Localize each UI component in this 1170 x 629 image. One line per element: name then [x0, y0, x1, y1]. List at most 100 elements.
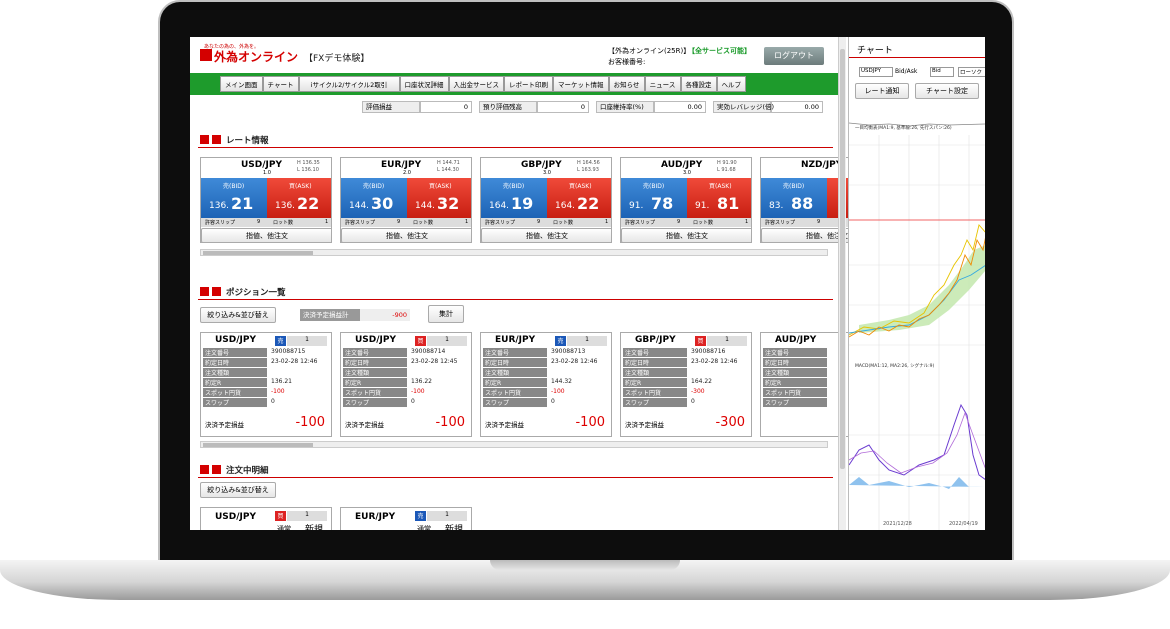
bid-box[interactable]: 売(BID) 91. 78	[621, 178, 687, 218]
qty: 1	[427, 511, 467, 521]
nav-tab[interactable]: ヘルプ	[716, 76, 746, 92]
row-label: スワップ	[623, 398, 687, 407]
order-card: EUR/JPY 売 1 通常 新規	[340, 507, 472, 530]
bid-int: 144.	[349, 201, 370, 211]
section-icon	[212, 287, 221, 296]
nav-tab[interactable]: 入出金サービス	[448, 76, 504, 92]
section-icon	[200, 135, 209, 144]
row-value: 144.32	[551, 378, 572, 385]
laptop-notch	[490, 560, 680, 570]
side: 買	[695, 336, 706, 346]
row-label: 注文種類	[623, 368, 687, 377]
row-label: スポット円貨	[763, 388, 827, 397]
high: H 136.35	[297, 160, 320, 166]
slip-row: 許容スリップ 9 ロット数 1	[201, 218, 331, 227]
slip-label: 許容スリップ	[345, 220, 376, 226]
nav-tab[interactable]: 各種設定	[680, 76, 717, 92]
order-button[interactable]: 指値、他注文	[621, 228, 751, 242]
lot-value: 1	[325, 219, 329, 225]
row-label: 注文種類	[203, 368, 267, 377]
h-scrollbar	[200, 441, 828, 448]
summary-label: 評価損益	[362, 101, 420, 113]
bid-label: 売(BID)	[363, 183, 385, 190]
row-label: 注文番号	[343, 348, 407, 357]
slip-value: 9	[397, 219, 401, 225]
row-label: 約定日時	[763, 358, 827, 367]
rate-card: EUR/JPY H 144.71 L 144.30 2.0 売(BID) 144. 30 買(…	[340, 157, 472, 243]
filter-button[interactable]: 絞り込み&並び替え	[200, 482, 276, 498]
nav-tab[interactable]: お知らせ	[608, 76, 645, 92]
overview-line	[849, 122, 985, 127]
order-button[interactable]: 指値、他注文	[481, 228, 611, 242]
bid-label: 売(BID)	[783, 183, 805, 190]
filter-button[interactable]: 絞り込み&並び替え	[200, 307, 276, 323]
row-label: 注文種類	[763, 368, 827, 377]
order-button[interactable]: 指値、他注文	[201, 228, 331, 242]
bid-int: 164.	[489, 201, 510, 211]
bid-int: 83.	[769, 201, 784, 211]
row-value: 164.22	[691, 378, 712, 385]
select[interactable]: Bid	[930, 67, 954, 77]
slip-value: 9	[537, 219, 541, 225]
pl-label: 決済予定損益	[485, 421, 524, 429]
spread: 1.0	[263, 170, 271, 176]
ask-frac: 22	[297, 194, 320, 213]
low: L 144.30	[437, 167, 459, 173]
nav-tab[interactable]: マーケット情報	[553, 76, 609, 92]
bid-box[interactable]: 売(BID) 136. 21	[201, 178, 267, 218]
section-icon	[200, 465, 209, 474]
summary-label: 預り評価残高	[479, 101, 537, 113]
side: 買	[275, 511, 286, 521]
row-value: -300	[691, 388, 705, 395]
row-label: 注文番号	[763, 348, 827, 357]
nav-tab[interactable]: iサイクル2/サイクル2取引	[298, 76, 400, 92]
bid-frac: 19	[511, 194, 534, 213]
row-label: 約定日時	[623, 358, 687, 367]
summary-label: 口座維持率(%)	[596, 101, 654, 113]
alert-button[interactable]: レート通知	[855, 83, 909, 99]
section-title: レート情報	[226, 136, 269, 146]
logout-button[interactable]: ログアウト	[764, 47, 824, 65]
chart-panel: チャート USDJPY Bid/Ask Bid ローソク レート通知 チャート設定 一目均衡表…	[848, 37, 985, 530]
slip-row: 許容スリップ 9 ロット数 1	[341, 218, 471, 227]
bid-box[interactable]: 売(BID) 83. 88	[761, 178, 827, 218]
ask-box[interactable]: 買(ASK) 144. 32	[407, 178, 471, 218]
spread: 3.0	[543, 170, 551, 176]
select[interactable]: ローソク	[958, 67, 985, 77]
row-label: 注文番号	[483, 348, 547, 357]
pl-label: 決済予定損益	[345, 421, 384, 429]
low: L 163.93	[577, 167, 599, 173]
qty: 1	[287, 336, 327, 346]
bid-box[interactable]: 売(BID) 164. 19	[481, 178, 547, 218]
section-rule	[198, 147, 833, 148]
settings-button[interactable]: チャート設定	[915, 83, 979, 99]
cloud	[859, 245, 985, 333]
pair: USD/JPY	[355, 335, 397, 345]
pair: USD/JPY	[215, 335, 257, 345]
date-label: 2022/04/19	[949, 521, 978, 527]
nav-tab[interactable]: メイン画面	[220, 76, 263, 92]
nav-tab[interactable]: 口座状況詳細	[399, 76, 449, 92]
mode: 【FXデモ体験】	[304, 54, 370, 64]
bid-box[interactable]: 売(BID) 144. 30	[341, 178, 407, 218]
nav-tab[interactable]: ニュース	[644, 76, 681, 92]
section-icon	[200, 287, 209, 296]
row-label: 約定日時	[483, 358, 547, 367]
row-label: スポット円貨	[623, 388, 687, 397]
ask-box[interactable]: 買(ASK) 164. 22	[547, 178, 611, 218]
ask-label: 買(ASK)	[289, 183, 312, 190]
order-button[interactable]: 指値、他注文	[341, 228, 471, 242]
nav-tab[interactable]: レポート印刷	[504, 76, 553, 92]
nav-tab[interactable]: チャート	[262, 76, 299, 92]
ask-box[interactable]: 買(ASK) 91. 81	[687, 178, 751, 218]
row-value: 0	[551, 398, 555, 405]
high: H 144.71	[437, 160, 460, 166]
select[interactable]: USDJPY	[859, 67, 893, 77]
account: 【外為オンライン(25R)】	[608, 47, 691, 55]
ask-box[interactable]: 買(ASK) 136. 22	[267, 178, 331, 218]
sum-button[interactable]: 集計	[428, 305, 464, 323]
spread: 3.0	[683, 170, 691, 176]
row-label: スポット円貨	[483, 388, 547, 397]
row-value: 0	[411, 398, 415, 405]
customer: お客様番号:	[608, 58, 646, 66]
